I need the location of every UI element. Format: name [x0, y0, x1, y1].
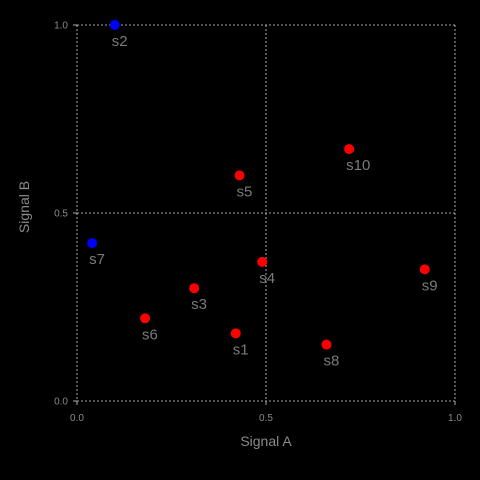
data-label-s3: s3 — [191, 296, 207, 313]
data-point-s8 — [321, 339, 332, 350]
data-label-s5: s5 — [237, 183, 253, 200]
x-tick-label: 0.5 — [259, 413, 273, 424]
y-tick-label: 0.0 — [54, 397, 68, 408]
data-point-s6 — [140, 313, 151, 324]
x-tick-label: 1.0 — [448, 413, 462, 424]
data-label-s1: s1 — [233, 341, 249, 358]
data-point-s1 — [230, 328, 241, 339]
data-label-s10: s10 — [346, 157, 370, 174]
data-label-s4: s4 — [259, 270, 275, 287]
y-axis-title: Signal B — [16, 181, 32, 233]
data-point-s2 — [109, 20, 120, 30]
y-tick-label: 0.5 — [54, 209, 68, 220]
data-point-s4 — [257, 256, 268, 267]
x-tick-label: 0.0 — [70, 413, 84, 424]
data-label-s9: s9 — [422, 277, 438, 294]
x-axis-title: Signal A — [240, 433, 292, 449]
grid — [76, 24, 456, 402]
data-point-s3 — [189, 283, 200, 294]
data-point-s9 — [419, 264, 430, 275]
axes: 0.0 0.5 1.0 0.0 0.5 1.0 — [54, 21, 462, 425]
data-label-s8: s8 — [323, 353, 339, 370]
data-point-s10 — [344, 144, 355, 155]
data-label-s7: s7 — [89, 251, 105, 268]
data-label-s2: s2 — [112, 33, 128, 50]
y-tick-label: 1.0 — [54, 21, 68, 32]
data-points — [87, 20, 430, 350]
data-point-s5 — [234, 170, 245, 181]
data-label-s6: s6 — [142, 326, 158, 343]
data-point-s7 — [87, 238, 98, 249]
data-labels: s1 s2 s3 s4 s5 s6 s7 s8 s9 s10 — [89, 33, 437, 370]
